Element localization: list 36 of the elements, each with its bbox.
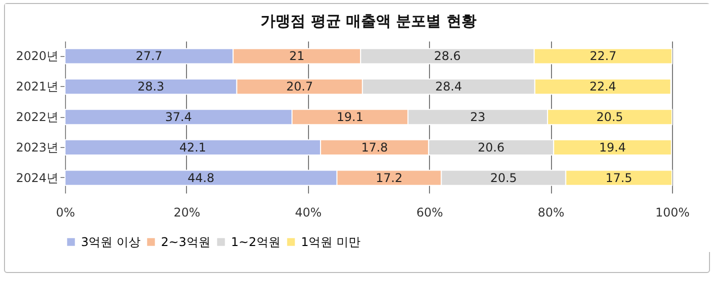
y-tick-label: 2023년: [16, 140, 58, 154]
data-label: 28.3: [138, 80, 164, 94]
legend-label: 1~2억원: [231, 235, 280, 249]
data-label: 20.6: [478, 140, 504, 154]
x-tick-label: 100%: [655, 206, 690, 220]
data-label: 19.1: [336, 110, 364, 124]
data-label: 21: [289, 49, 305, 64]
x-tick-label: 20%: [174, 206, 200, 220]
data-label: 20.7: [286, 80, 313, 94]
data-label: 22.7: [590, 49, 616, 64]
chart-title: 가맹점 평균 매출액 분포별 현황: [260, 12, 476, 30]
x-tick-label: 40%: [294, 206, 322, 220]
data-label: 20.5: [490, 170, 517, 185]
data-label: 19.4: [599, 140, 626, 154]
y-tick-label: 2021년: [16, 80, 58, 94]
data-label: 44.8: [188, 170, 214, 185]
y-tick-label: 2020년: [16, 49, 58, 64]
y-tick-label: 2024년: [16, 170, 58, 185]
data-label: 42.1: [179, 140, 206, 154]
x-tick-label: 60%: [416, 206, 444, 220]
data-label: 37.4: [165, 110, 192, 124]
data-label: 17.5: [606, 170, 632, 185]
data-label: 28.4: [435, 80, 462, 94]
data-label: 17.2: [376, 170, 402, 185]
data-label: 27.7: [136, 49, 162, 64]
x-tick-label: 80%: [538, 206, 564, 220]
data-label: 28.6: [434, 49, 461, 64]
data-label: 22.4: [589, 80, 616, 94]
data-label: 23: [470, 110, 486, 124]
legend-label: 2~3억원: [161, 235, 210, 249]
x-tick-label: 0%: [56, 206, 76, 220]
data-label: 20.5: [596, 110, 624, 124]
legend-label: 1억원 미만: [301, 235, 360, 249]
legend-label: 3억원 이상: [81, 235, 140, 249]
y-tick-label: 2022년: [16, 110, 58, 124]
data-label: 17.8: [361, 140, 388, 154]
